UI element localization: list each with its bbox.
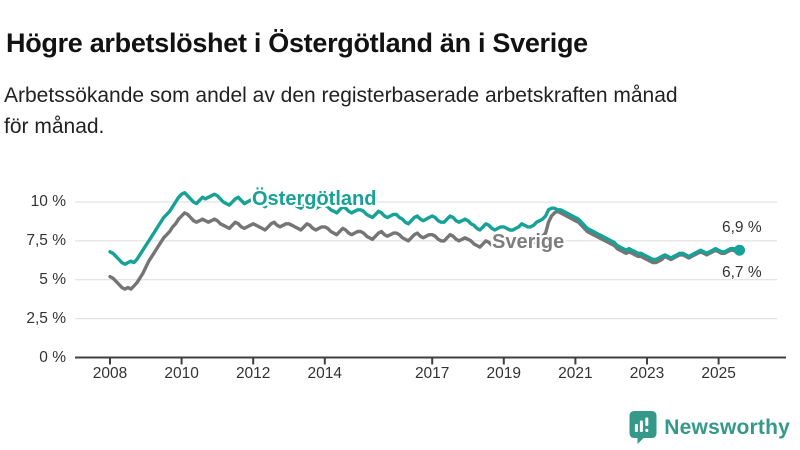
page-title: Högre arbetslöshet i Östergötland än i S…	[6, 28, 588, 59]
gridlines	[75, 201, 786, 359]
axis-ticks	[109, 358, 720, 365]
ostergotland-series-label: Östergötland	[252, 188, 377, 210]
x-axis-tick-label: 2021	[558, 365, 593, 382]
y-axis-tick-label: 10 %	[30, 193, 66, 210]
ostergotland-end-value: 6,9 %	[722, 219, 762, 236]
x-axis-tick-label: 2014	[307, 365, 343, 382]
y-axis-tick-label: 7,5 %	[26, 231, 66, 249]
x-axis-tick-label: 2010	[164, 365, 199, 382]
ostergotland-line	[108, 191, 742, 266]
x-axis-tick-label: 2019	[486, 365, 522, 382]
sverige-end-value: 6,7 %	[722, 264, 762, 281]
x-axis-tick-label: 2017	[414, 365, 450, 382]
x-axis-tick-label: 2008	[92, 365, 128, 382]
sverige-series-label: Sverige	[492, 231, 565, 253]
x-axis-tick-label: 2012	[235, 365, 271, 382]
y-axis-tick-label: 2,5 %	[26, 309, 66, 327]
newsworthy-speech-bubble-chart-icon	[629, 411, 657, 444]
chart-subtitle: Arbetssökande som andel av den registerb…	[4, 80, 796, 142]
ostergotland-end-dot	[734, 244, 745, 256]
subtitle-line-1: Arbetssökande som andel av den registerb…	[4, 84, 678, 107]
sverige-line	[108, 209, 742, 291]
brand-name: Newsworthy	[664, 415, 790, 439]
x-axis-tick-label: 2023	[629, 365, 665, 382]
x-axis-tick-label: 2025	[701, 365, 736, 382]
y-axis-tick-label: 5 %	[39, 270, 66, 288]
newsworthy-logo: Newsworthy	[629, 411, 790, 444]
subtitle-line-2: för månad.	[4, 115, 105, 138]
y-axis-tick-label: 0 %	[39, 348, 66, 366]
